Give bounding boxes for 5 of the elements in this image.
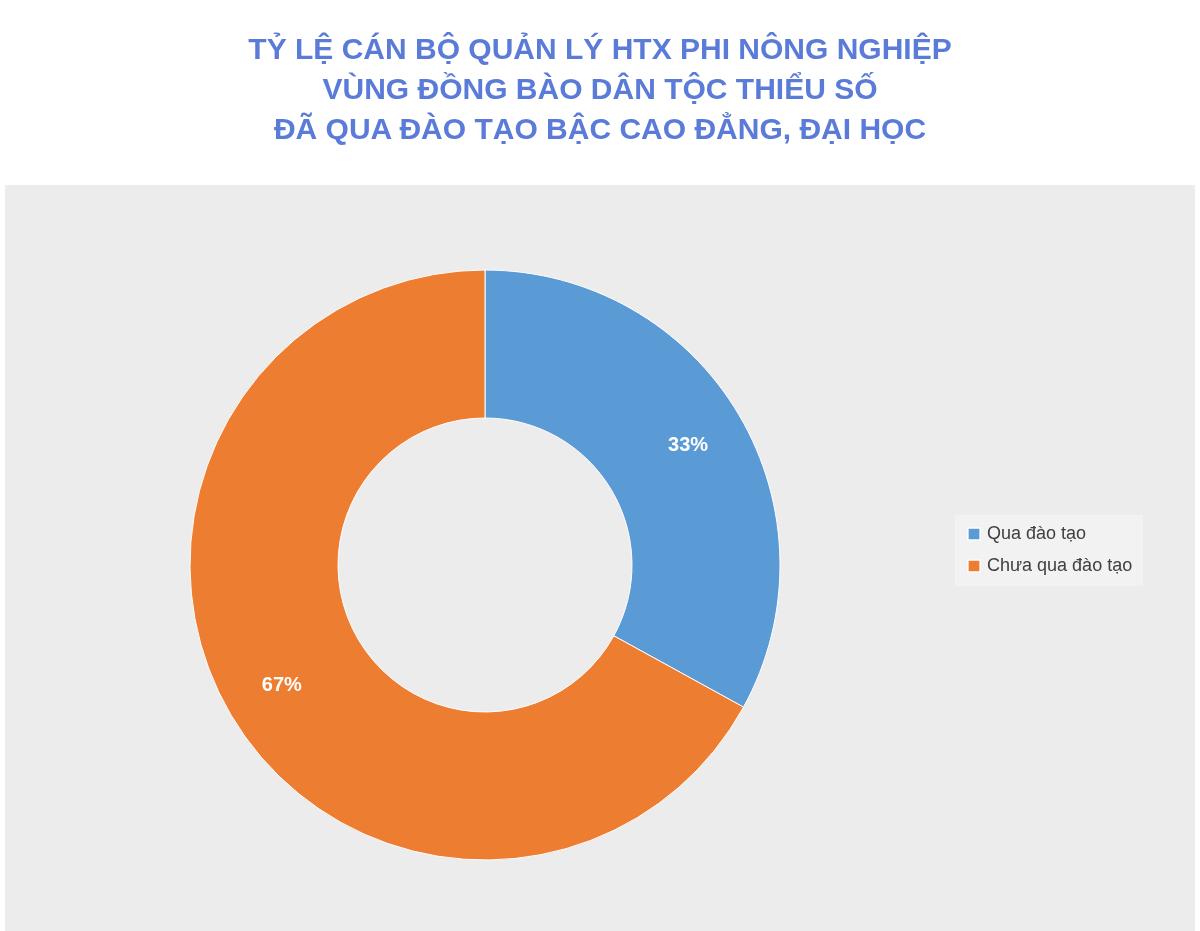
legend-label: Qua đào tạo: [987, 523, 1087, 543]
data-label: 67%: [261, 673, 303, 696]
legend-label: Chưa qua đào tạo: [987, 555, 1133, 575]
data-label: 33%: [668, 432, 709, 455]
chart-title: TỶ LỆ CÁN BỘ QUẢN LÝ HTX PHI NÔNG NGHIỆP VÙNG ĐỒNG BÀO DÂN TỘC THIỂU SỐ ĐÃ QUA ĐÀO TẠO BẬC CAO ĐẲNG, ĐẠI HỌC: [248, 32, 952, 145]
